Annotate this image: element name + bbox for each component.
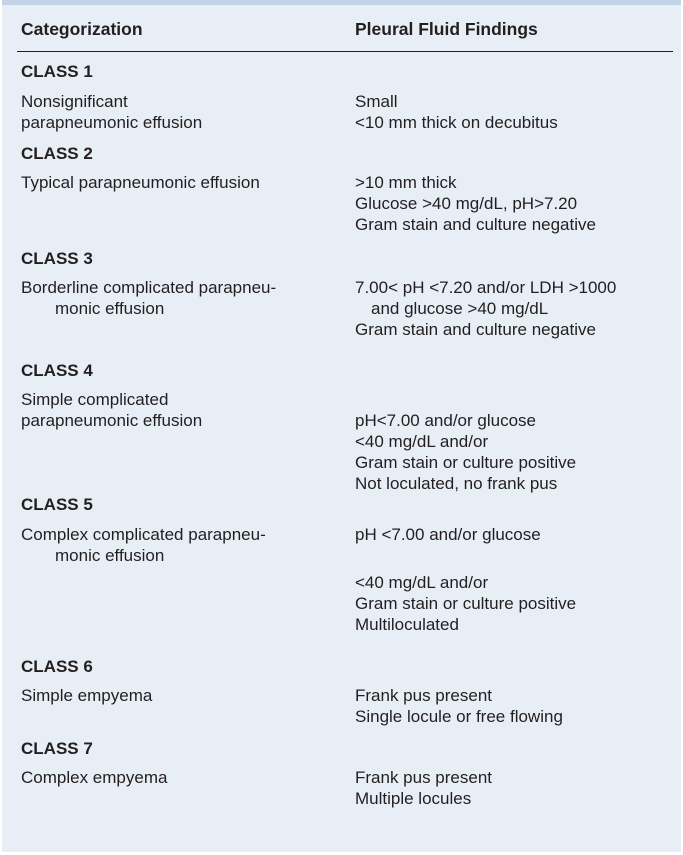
cell-line: Small bbox=[355, 92, 398, 111]
cell-line: Frank pus present bbox=[355, 768, 493, 787]
header-findings: Pleural Fluid Findings bbox=[355, 19, 538, 39]
class-label: CLASS 4 bbox=[21, 361, 93, 380]
cell-line: Single locule or free flowing bbox=[355, 707, 563, 726]
cell-line: Gram stain or culture positive bbox=[355, 453, 577, 472]
cell-line: monic effusion bbox=[55, 546, 165, 565]
findings-cell: 7.00< pH <7.20 and/or LDH >1000 and gluc… bbox=[355, 277, 616, 340]
categorization-cell: Nonsignificant parapneumonic effusion bbox=[21, 91, 202, 133]
cell-line: <10 mm thick on decubitus bbox=[355, 113, 558, 132]
categorization-cell: Simple complicated parapneumonic effusio… bbox=[21, 389, 202, 431]
cell-line: 7.00< pH <7.20 and/or LDH >1000 bbox=[355, 278, 617, 297]
findings-cell: Frank pus present Single locule or free … bbox=[355, 685, 563, 727]
cell-line: parapneumonic effusion bbox=[21, 411, 203, 430]
cell-line: Complex complicated parapneu- bbox=[21, 525, 266, 544]
class-label: CLASS 1 bbox=[21, 62, 93, 81]
cell-line: Nonsignificant bbox=[21, 92, 128, 111]
cell-line: Glucose >40 mg/dL, pH>7.20 bbox=[355, 194, 578, 213]
cell-line: Simple complicated bbox=[21, 390, 169, 409]
class-label: CLASS 3 bbox=[21, 249, 93, 268]
findings-cell: pH<7.00 and/or glucose <40 mg/dL and/or … bbox=[355, 410, 576, 494]
cell-line: Borderline complicated parapneu- bbox=[21, 278, 277, 297]
class-label: CLASS 6 bbox=[21, 657, 93, 676]
cell-line: pH <7.00 and/or glucose bbox=[355, 525, 541, 544]
findings-cell: <40 mg/dL and/or Gram stain or culture p… bbox=[355, 572, 576, 635]
cell-line: Gram stain or culture positive bbox=[355, 594, 577, 613]
categorization-cell: Complex complicated parapneu- monic effu… bbox=[21, 524, 266, 566]
cell-line: monic effusion bbox=[55, 299, 165, 318]
header-categorization: Categorization bbox=[21, 19, 143, 39]
cell-line: Simple empyema bbox=[21, 686, 153, 705]
cell-line: Multiple locules bbox=[355, 789, 472, 808]
findings-cell: Small <10 mm thick on decubitus bbox=[355, 91, 558, 133]
class-label: CLASS 5 bbox=[21, 495, 93, 514]
cell-line: <40 mg/dL and/or bbox=[355, 432, 489, 451]
findings-cell: pH <7.00 and/or glucose bbox=[355, 524, 541, 545]
class-label: CLASS 7 bbox=[21, 739, 93, 758]
categorization-cell: Typical parapneumonic effusion bbox=[21, 172, 260, 193]
class-label: CLASS 2 bbox=[21, 144, 93, 163]
cell-line: and glucose >40 mg/dL bbox=[371, 299, 549, 318]
cell-line: <40 mg/dL and/or bbox=[355, 573, 489, 592]
cell-line: >10 mm thick bbox=[355, 173, 457, 192]
categorization-cell: Borderline complicated parapneu- monic e… bbox=[21, 277, 276, 319]
categorization-cell: Simple empyema bbox=[21, 685, 152, 706]
cell-line: parapneumonic effusion bbox=[21, 113, 203, 132]
header-rule bbox=[17, 51, 673, 52]
cell-line: Frank pus present bbox=[355, 686, 493, 705]
cell-line: Gram stain and culture negative bbox=[355, 320, 596, 339]
cell-line: Multiloculated bbox=[355, 615, 459, 634]
cell-line: Typical parapneumonic effusion bbox=[21, 173, 260, 192]
categorization-cell: Complex empyema bbox=[21, 767, 167, 788]
findings-cell: >10 mm thick Glucose >40 mg/dL, pH>7.20 … bbox=[355, 172, 596, 235]
cell-line: Complex empyema bbox=[21, 768, 168, 787]
cell-line: Not loculated, no frank pus bbox=[355, 474, 558, 493]
findings-cell: Frank pus present Multiple locules bbox=[355, 767, 492, 809]
cell-line: Gram stain and culture negative bbox=[355, 215, 596, 234]
cell-line: pH<7.00 and/or glucose bbox=[355, 411, 536, 430]
